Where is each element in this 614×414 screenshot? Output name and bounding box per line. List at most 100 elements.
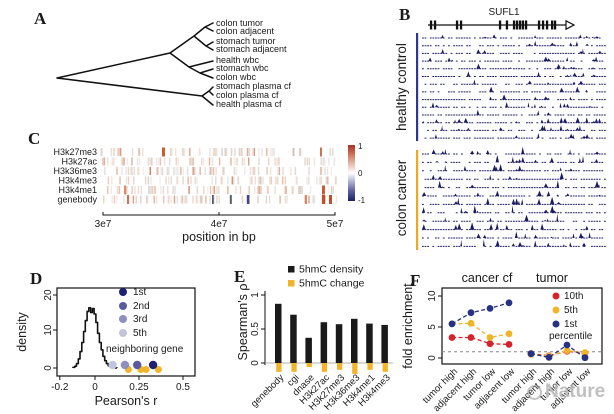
colorbar-min-label: -1 bbox=[358, 196, 366, 205]
legend-label: 5th bbox=[133, 328, 147, 339]
density-curve-and-points bbox=[72, 307, 162, 373]
leaf-label: colon wbc bbox=[216, 72, 257, 82]
y-tick-label: 1 bbox=[250, 292, 261, 298]
healthy-group-bar bbox=[416, 33, 419, 141]
watermark-text: Nature bbox=[545, 381, 606, 402]
watermark-logo-icon bbox=[527, 384, 542, 400]
x-tick-label: 3e7 bbox=[95, 219, 112, 230]
legend-note: neighboring gene bbox=[106, 344, 184, 355]
x-tick-label: 0.25 bbox=[129, 382, 149, 393]
legend-label: 10th bbox=[564, 291, 583, 302]
leaf-label: colon tumor bbox=[216, 18, 263, 28]
panel-b-genome-tracks: B SUFL1 healthy control colon cancer bbox=[394, 5, 606, 250]
legend-dot-3rd bbox=[119, 315, 127, 323]
colorbar-mid-label: 0 bbox=[358, 169, 363, 178]
x-tick-label: 0.5 bbox=[176, 382, 190, 393]
legend-label: 1st bbox=[133, 287, 147, 298]
y-axis-title: density bbox=[15, 311, 29, 351]
cancer-group-label: colon cancer bbox=[394, 159, 409, 236]
series-points-and-lines bbox=[442, 299, 602, 362]
y-tick-label: 0 bbox=[250, 360, 261, 366]
legend-dot-5th bbox=[119, 329, 127, 337]
gene-name-label: SUFL1 bbox=[488, 7, 520, 18]
panel-f-enrichment-plot: F cancer cf tumor 0 5 10 fold enrichment… bbox=[401, 271, 603, 414]
leaf-label: stomach plasma cf bbox=[216, 81, 292, 91]
group-header-tumor: tumor bbox=[536, 271, 568, 285]
bars bbox=[275, 303, 388, 374]
legend-label: 2nd bbox=[133, 301, 150, 312]
colorbar-max-label: 1 bbox=[358, 142, 363, 151]
y-axis-ticks-marks bbox=[438, 295, 442, 359]
legend-label: 5hmC density bbox=[299, 264, 364, 276]
x-axis-ticks: 3e7 4e7 5e7 bbox=[95, 219, 344, 230]
colorbar-labels: 1 0 -1 bbox=[358, 142, 366, 205]
legend-dot-1st bbox=[119, 288, 127, 296]
y-axis-ticks: 0 0.5 1 bbox=[250, 292, 261, 366]
panel-f-letter: F bbox=[410, 271, 420, 290]
category-labels: genebody cgi dnase H3k27ac H3k27me3 H3k3… bbox=[249, 372, 393, 412]
legend-label: 5th bbox=[564, 305, 578, 316]
x-tick-label: 5e7 bbox=[327, 219, 344, 230]
panel-d-density-plot: D 0 10 20 density -0.2 0 0.25 0.5 Pearso… bbox=[15, 269, 196, 408]
leaf-label: colon plasma cf bbox=[216, 90, 279, 100]
watermark: Nature bbox=[527, 381, 605, 403]
gene-direction-arrow-icon bbox=[565, 19, 576, 31]
plot-box bbox=[56, 287, 196, 377]
leaf-label: stomach wbc bbox=[216, 63, 269, 73]
panel-b-letter: B bbox=[399, 5, 410, 24]
tree-branches bbox=[56, 22, 214, 106]
legend-label: 5hmC change bbox=[299, 278, 365, 290]
x-axis bbox=[102, 212, 336, 216]
legend-note: percentile bbox=[549, 331, 593, 342]
rank-legend: 1st 2nd 3rd 5th neighboring gene bbox=[106, 287, 184, 355]
legend-label: 3rd bbox=[133, 314, 147, 325]
legend-dot-10th bbox=[552, 292, 560, 300]
y-tick-label: 20 bbox=[43, 289, 54, 301]
panel-a-dendrogram: A colon tumor colon adjacent stomach tum… bbox=[34, 9, 292, 109]
x-tick-label: 0 bbox=[92, 382, 98, 393]
y-axis bbox=[261, 291, 266, 365]
heatmap-marks bbox=[100, 147, 338, 204]
leaf-label: health plasma cf bbox=[216, 99, 282, 109]
panel-c-heatmap: C H3k27me3 H3k27ac H3k36me3 H3k4me3 H3k4… bbox=[28, 129, 366, 244]
row-label: H3k4me1 bbox=[58, 185, 97, 195]
colorbar bbox=[348, 145, 355, 201]
tree-leaf-labels: colon tumor colon adjacent stomach tumor… bbox=[216, 18, 292, 109]
percentile-legend: 10th 5th 1st percentile bbox=[549, 291, 593, 342]
y-axis-ticks: 0 10 20 bbox=[43, 289, 54, 371]
y-tick-label: 10 bbox=[427, 290, 438, 302]
heatmap-row-labels: H3k27me3 H3k27ac H3k36me3 H3k4me3 H3k4me… bbox=[53, 147, 97, 205]
row-label: H3k36me3 bbox=[53, 166, 97, 176]
group-header-cancer-cf: cancer cf bbox=[462, 271, 513, 285]
x-tick-label: -0.2 bbox=[51, 382, 69, 393]
y-axis-ticks: 0 5 10 bbox=[427, 290, 438, 361]
legend-label: 1st bbox=[564, 319, 578, 330]
legend-dot-2nd bbox=[119, 302, 127, 310]
category-label: genebody bbox=[249, 372, 286, 409]
row-label: genebody bbox=[57, 195, 97, 205]
y-tick-label: 5 bbox=[427, 324, 438, 330]
panel-e-letter: E bbox=[234, 267, 245, 286]
x-tick-label: 4e7 bbox=[211, 219, 228, 230]
legend-dot-1st bbox=[552, 320, 560, 328]
y-tick-label: 10 bbox=[43, 324, 54, 336]
healthy-group-label: healthy control bbox=[394, 43, 409, 131]
leaf-label: health wbc bbox=[216, 55, 260, 65]
y-tick-label: 0.5 bbox=[250, 322, 261, 336]
signal-tracks bbox=[422, 34, 606, 247]
y-tick-label: 0 bbox=[427, 355, 438, 361]
x-axis-ticks: -0.2 0 0.25 0.5 bbox=[51, 382, 190, 393]
leaf-label: colon adjacent bbox=[216, 26, 275, 36]
bar-legend: 5hmC density 5hmC change bbox=[288, 264, 365, 290]
row-label: H3k27ac bbox=[61, 157, 97, 167]
row-label: H3k4me3 bbox=[58, 176, 97, 186]
y-tick-label: 0 bbox=[43, 365, 54, 371]
y-axis-title: Spearman's ρ bbox=[236, 284, 250, 361]
row-label: H3k27me3 bbox=[53, 147, 97, 157]
axis-ticks bbox=[53, 294, 184, 380]
legend-dot-5th bbox=[552, 306, 560, 314]
panel-a-letter: A bbox=[34, 9, 47, 28]
legend-swatch-density bbox=[288, 266, 295, 273]
x-axis-title: position in bp bbox=[182, 230, 256, 244]
